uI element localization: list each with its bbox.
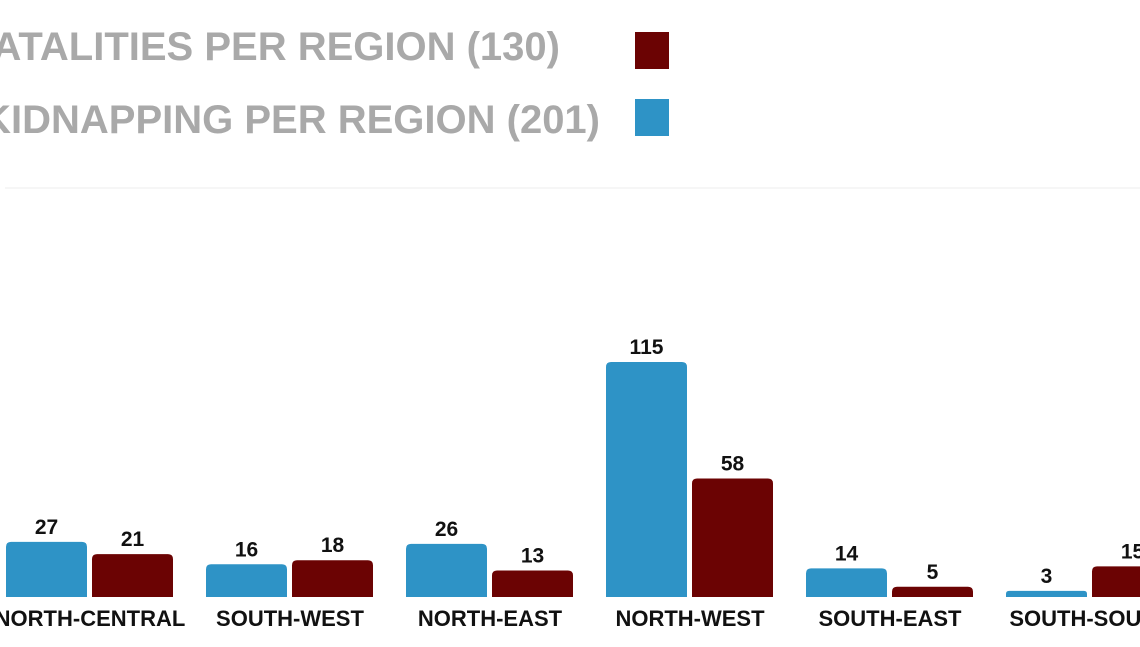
- x-tick-label: SOUTH-SOUTH: [1009, 606, 1140, 631]
- value-label: 115: [630, 336, 664, 359]
- bar: [406, 543, 487, 597]
- x-tick-label: NORTH-CENTRAL: [0, 606, 185, 631]
- value-label: 27: [35, 516, 58, 539]
- bar: [692, 478, 773, 597]
- bar: [492, 570, 573, 597]
- bar: [1092, 566, 1140, 597]
- value-label: 18: [321, 534, 345, 557]
- bar: [1006, 590, 1087, 597]
- bar: [892, 586, 973, 597]
- legend-label: FATALITIES PER REGION (130): [0, 25, 560, 69]
- x-tick-label: NORTH-EAST: [418, 606, 563, 631]
- value-label: 14: [835, 542, 859, 565]
- value-label: 21: [121, 528, 145, 551]
- x-tick-label: SOUTH-EAST: [819, 606, 963, 631]
- bar: [206, 564, 287, 597]
- value-label: 26: [435, 518, 458, 541]
- x-tick-label: SOUTH-WEST: [216, 606, 364, 631]
- legend-label: KIDNAPPING PER REGION (201): [0, 98, 600, 142]
- legend-swatch: [635, 99, 669, 136]
- bar: [292, 560, 373, 597]
- value-label: 16: [235, 538, 258, 561]
- legend-swatch: [635, 32, 669, 69]
- value-label: 58: [721, 453, 745, 476]
- value-label: 3: [1041, 565, 1053, 588]
- value-label: 5: [927, 561, 939, 584]
- bar: [606, 362, 687, 597]
- value-label: 13: [521, 544, 544, 567]
- bar: [6, 541, 87, 597]
- bar: [806, 568, 887, 597]
- bar: [92, 554, 173, 597]
- value-label: 15: [1121, 540, 1140, 563]
- x-tick-label: NORTH-WEST: [615, 606, 765, 631]
